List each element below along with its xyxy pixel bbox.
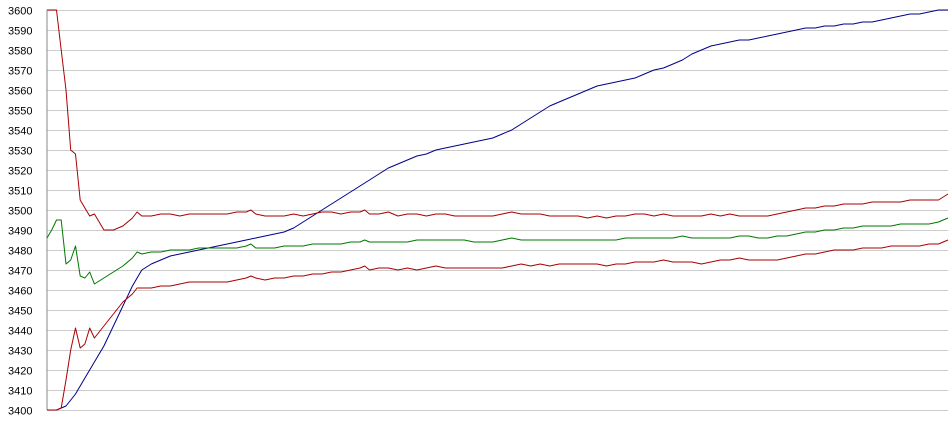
y-tick-label-3590: 3590 (8, 26, 32, 38)
y-tick-label-3580: 3580 (8, 46, 32, 58)
y-tick-label-3550: 3550 (8, 106, 32, 118)
series-line-3 (46, 217, 949, 285)
y-tick-label-3480: 3480 (8, 246, 32, 258)
y-tick-label-3470: 3470 (8, 266, 32, 278)
y-tick-label-3490: 3490 (8, 226, 32, 238)
series-line-2 (47, 9, 949, 231)
series-lines (46, 9, 949, 411)
y-tick-label-3400: 3400 (8, 406, 32, 418)
y-tick-label-3430: 3430 (8, 346, 32, 358)
y-tick-label-3410: 3410 (8, 386, 32, 398)
y-tick-label-3520: 3520 (8, 166, 32, 178)
y-axis-tick-labels: 3400 3410 3420 3430 3440 3450 3460 3470 3480 3490… (8, 6, 32, 418)
y-tick-label-3500: 3500 (8, 206, 32, 218)
y-tick-label-3510: 3510 (8, 186, 32, 198)
y-tick-label-3600: 3600 (8, 6, 32, 18)
y-tick-label-3540: 3540 (8, 126, 32, 138)
gridlines (47, 10, 948, 411)
y-tick-label-3560: 3560 (8, 86, 32, 98)
y-tick-label-3460: 3460 (8, 286, 32, 298)
series-line-1 (47, 9, 948, 411)
y-tick-label-3420: 3420 (8, 366, 32, 378)
y-tick-label-3450: 3450 (8, 306, 32, 318)
y-tick-label-3530: 3530 (8, 146, 32, 158)
series-line-4 (47, 239, 949, 411)
y-tick-label-3570: 3570 (8, 66, 32, 78)
y-tick-label-3440: 3440 (8, 326, 32, 338)
